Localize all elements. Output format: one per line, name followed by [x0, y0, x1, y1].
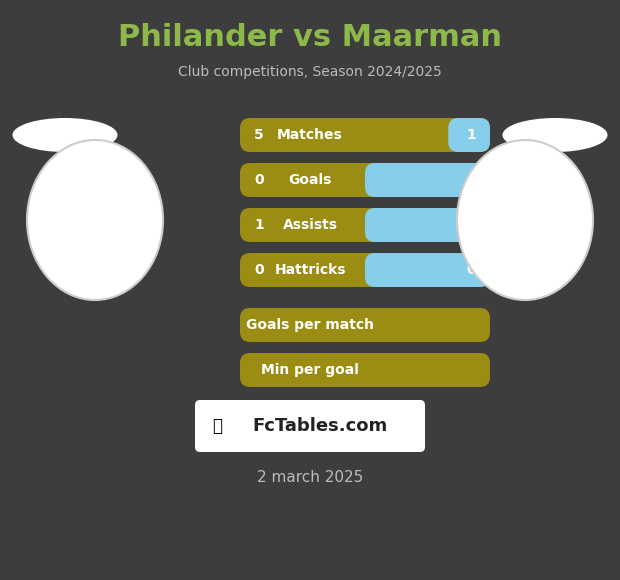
Text: 5: 5: [254, 128, 264, 142]
FancyBboxPatch shape: [365, 163, 490, 197]
Text: 0: 0: [254, 173, 264, 187]
FancyBboxPatch shape: [240, 253, 490, 287]
Ellipse shape: [457, 140, 593, 300]
FancyBboxPatch shape: [365, 208, 490, 242]
Text: 0: 0: [466, 263, 476, 277]
Text: 1: 1: [466, 218, 476, 232]
Text: 1: 1: [254, 218, 264, 232]
Text: Min per goal: Min per goal: [261, 363, 359, 377]
Text: Goals: Goals: [288, 173, 332, 187]
FancyBboxPatch shape: [195, 400, 425, 452]
Ellipse shape: [27, 140, 163, 300]
Ellipse shape: [12, 118, 118, 152]
Text: 📈: 📈: [212, 417, 222, 435]
Ellipse shape: [502, 118, 608, 152]
Text: FcTables.com: FcTables.com: [252, 417, 388, 435]
Text: Club competitions, Season 2024/2025: Club competitions, Season 2024/2025: [178, 65, 442, 79]
Text: Assists: Assists: [283, 218, 337, 232]
Text: 2 march 2025: 2 march 2025: [257, 470, 363, 485]
FancyBboxPatch shape: [365, 253, 490, 287]
Text: Philander vs Maarman: Philander vs Maarman: [118, 24, 502, 53]
Text: Matches: Matches: [277, 128, 343, 142]
Text: 0: 0: [254, 263, 264, 277]
Text: 0: 0: [466, 173, 476, 187]
FancyBboxPatch shape: [448, 118, 490, 152]
FancyBboxPatch shape: [240, 118, 490, 152]
Text: 1: 1: [466, 128, 476, 142]
Text: Goals per match: Goals per match: [246, 318, 374, 332]
FancyBboxPatch shape: [240, 308, 490, 342]
Text: Hattricks: Hattricks: [274, 263, 346, 277]
FancyBboxPatch shape: [240, 163, 490, 197]
FancyBboxPatch shape: [240, 208, 490, 242]
FancyBboxPatch shape: [240, 353, 490, 387]
